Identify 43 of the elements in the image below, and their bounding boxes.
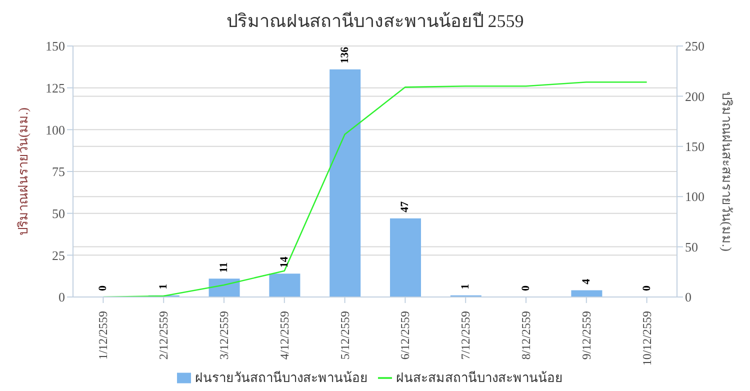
x-tick-label: 7/12/2559 [458,311,473,360]
bar [571,290,602,297]
x-tick-label: 4/12/2559 [277,311,292,360]
bar [269,274,300,297]
y2-tick-label: 200 [685,88,704,104]
data-label: 0 [97,285,110,291]
x-tick-label: 1/12/2559 [96,311,110,360]
x-tick-label: 6/12/2559 [398,311,412,360]
data-label: 1 [460,284,472,290]
x-tick-label: 8/12/2559 [519,311,533,360]
x-tick-label: 3/12/2559 [217,311,231,360]
data-label: 14 [278,256,290,268]
y2-tick-label: 150 [685,139,704,154]
y2-axis-title: ปริมาณฝนสะสมรายวัน(มม.) [719,92,734,252]
y-tick-label: 0 [58,290,65,305]
x-tick-label: 10/12/2559 [640,311,654,366]
data-label: 1 [158,284,170,290]
y2-tick-label: 250 [685,38,704,54]
data-label: 47 [399,200,412,212]
y-tick-label: 75 [52,164,65,180]
x-tick-label: 9/12/2559 [579,311,594,360]
y-tick-label: 25 [52,248,65,263]
bar [390,218,421,297]
x-tick-label: 5/12/2559 [338,311,352,360]
y-tick-label: 125 [46,80,65,96]
data-label: 0 [640,285,653,291]
data-label: 136 [338,46,351,64]
y2-tick-label: 50 [685,239,698,254]
data-label: 4 [580,278,592,284]
chart-title: ปริมาณฝนสถานีบางสะพานน้อยปี 2559 [225,10,525,33]
legend-label: ฝนสะสมสถานีบางสะพานน้อย [396,371,563,386]
bar [208,278,240,297]
data-label: 11 [218,262,230,273]
y2-tick-label: 100 [685,189,704,204]
bar [330,69,361,297]
y-tick-label: 150 [46,38,65,54]
x-tick-label: 2/12/2559 [156,311,171,360]
y-tick-label: 100 [46,122,65,138]
y2-tick-label: 0 [685,290,692,305]
y-tick-label: 50 [52,206,65,221]
data-label: 0 [520,285,532,291]
y-axis-title: ปริมาณฝนรายวัน(มม.) [16,108,31,236]
legend-label: ฝนรายวันสถานีบางสะพานน้อย [195,371,368,386]
